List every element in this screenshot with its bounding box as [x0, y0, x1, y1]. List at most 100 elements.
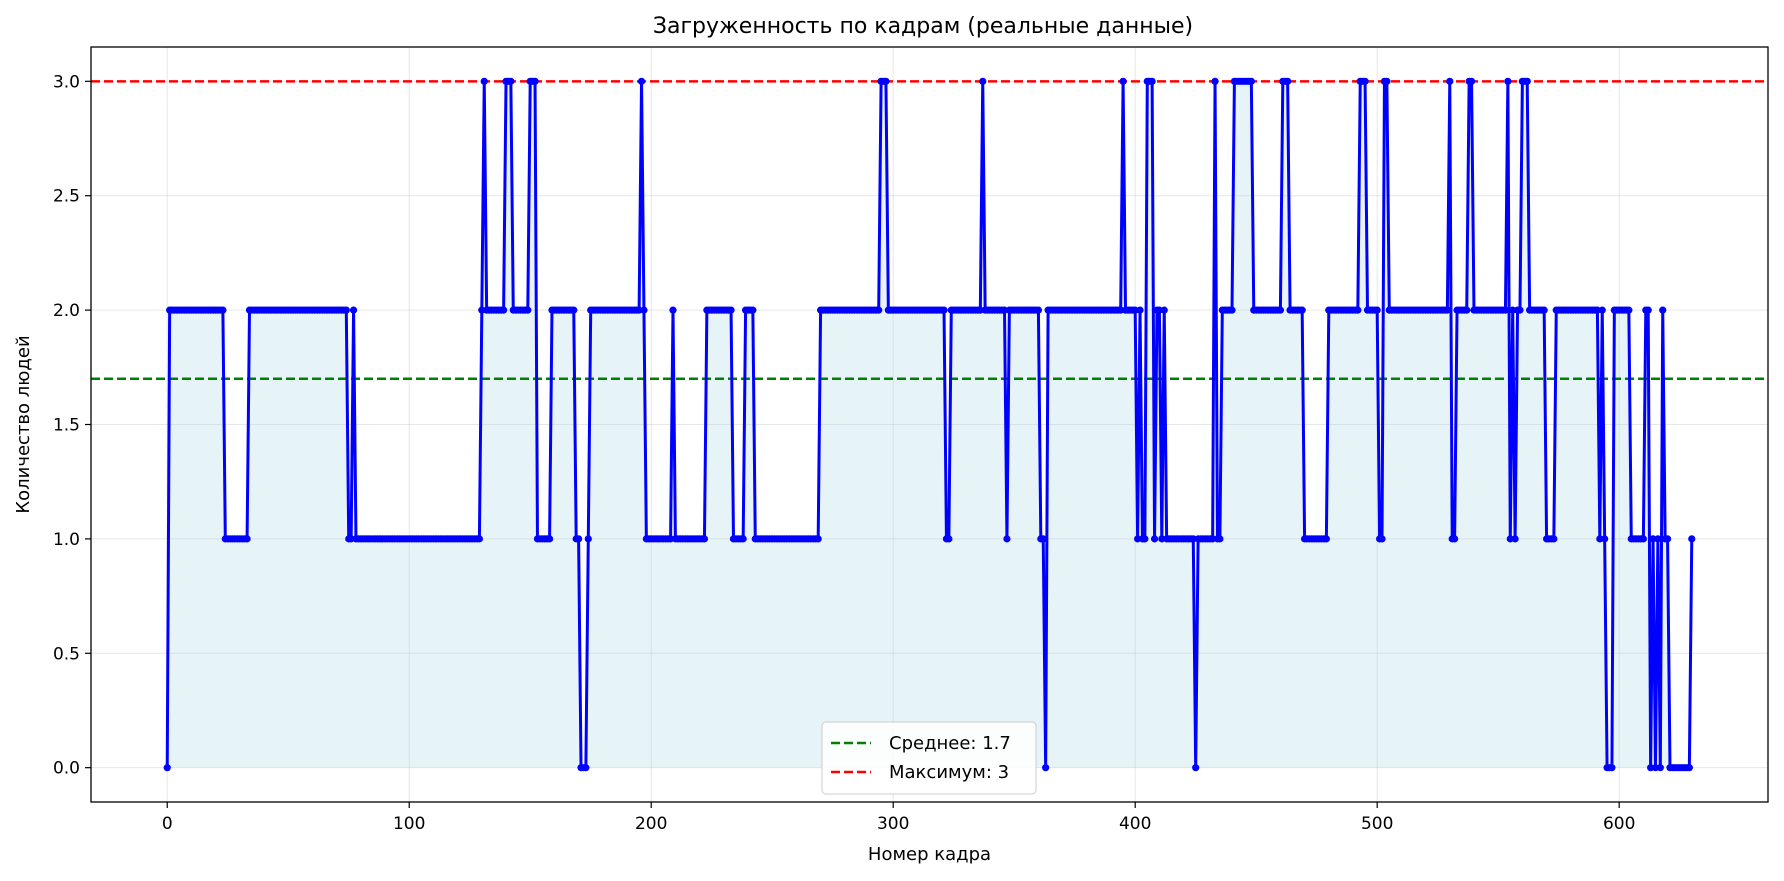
area-fill [167, 81, 1692, 768]
data-point [1042, 764, 1050, 772]
data-point [940, 306, 948, 314]
data-point [163, 764, 171, 772]
markers [163, 77, 1696, 772]
data-point [979, 77, 987, 85]
data-point [524, 306, 532, 314]
data-point [1540, 306, 1548, 314]
legend: Среднее: 1.7 Максимум: 3 [821, 721, 1037, 795]
data-point [1598, 306, 1606, 314]
data-point [1656, 764, 1664, 772]
data-point [1136, 306, 1144, 314]
x-tick-label: 300 [877, 814, 909, 834]
y-tick-label: 1.5 [53, 416, 80, 436]
reference-lines [91, 80, 1768, 380]
data-point [1148, 77, 1156, 85]
data-point [749, 306, 757, 314]
x-axis-ticks: 0 100 200 300 400 500 600 [162, 802, 1635, 834]
data-point [637, 77, 646, 85]
data-point [1284, 77, 1292, 85]
data-point [882, 77, 890, 85]
y-axis-ticks: 0.0 0.5 1.0 1.5 2.0 2.5 3.0 [53, 72, 91, 779]
data-point [575, 535, 583, 543]
data-point [1361, 77, 1369, 85]
data-point [1511, 535, 1519, 543]
data-point [875, 306, 883, 314]
data-point [349, 306, 358, 314]
data-point [1039, 535, 1047, 543]
data-point [1685, 764, 1693, 772]
data-point [1451, 535, 1459, 543]
data-point [1644, 306, 1652, 314]
data-point [1298, 306, 1306, 314]
data-point [1383, 77, 1391, 85]
data-point [342, 306, 350, 314]
x-tick-label: 0 [162, 814, 173, 834]
y-tick-label: 2.0 [53, 301, 80, 321]
data-point [1216, 535, 1224, 543]
data-point [500, 306, 508, 314]
data-point [1211, 77, 1219, 85]
data-point [1003, 535, 1011, 543]
y-tick-label: 3.0 [53, 72, 80, 92]
data-point [1688, 535, 1696, 543]
data-point [584, 535, 592, 543]
data-point [739, 535, 747, 543]
data-point [243, 535, 251, 543]
data-point [1463, 306, 1471, 314]
data-point [1446, 77, 1454, 85]
data-point [582, 764, 590, 772]
data-point [531, 77, 539, 85]
data-point [1663, 535, 1672, 543]
data-point [570, 306, 578, 314]
area-fill-path [167, 81, 1692, 768]
data-point [1639, 535, 1647, 543]
data-point [1276, 306, 1284, 314]
data-point [475, 535, 483, 543]
data-point [1608, 764, 1616, 772]
data-point [545, 535, 554, 543]
data-point [1378, 535, 1386, 543]
data-point [700, 535, 709, 543]
data-point [1247, 77, 1255, 85]
y-axis-title: Количество людей [13, 335, 34, 513]
data-point [1160, 306, 1168, 314]
data-point [507, 77, 515, 85]
data-point [1550, 535, 1558, 543]
chart-title: Загруженность по кадрам (реальные данные… [653, 14, 1193, 39]
data-point [1354, 306, 1362, 314]
legend-box [821, 721, 1037, 795]
data-point [1501, 306, 1510, 314]
y-tick-label: 1.0 [53, 530, 80, 550]
data-point [640, 306, 648, 314]
data-point [1443, 306, 1451, 314]
data-point [1467, 77, 1476, 85]
data-point [1150, 535, 1159, 543]
data-point [1654, 535, 1662, 543]
data-point [1373, 306, 1381, 314]
y-tick-label: 0.0 [53, 759, 80, 779]
x-tick-label: 400 [1119, 814, 1151, 834]
data-point [219, 306, 227, 314]
data-point [1516, 306, 1524, 314]
data-point [727, 306, 735, 314]
data-point [1322, 535, 1330, 543]
x-axis-title: Номер кадра [868, 844, 991, 865]
data-point [1228, 306, 1236, 314]
data-point [1034, 306, 1042, 314]
data-point [1192, 764, 1200, 772]
y-tick-label: 0.5 [53, 644, 80, 664]
x-tick-label: 500 [1361, 814, 1393, 834]
data-point [480, 77, 488, 85]
data-point [1119, 77, 1127, 85]
y-tick-label: 2.5 [53, 187, 80, 207]
data-point [1141, 535, 1149, 543]
x-tick-label: 600 [1603, 814, 1635, 834]
data-point [1659, 306, 1667, 314]
data-point [669, 306, 677, 314]
data-point [1504, 77, 1512, 85]
data-point [945, 535, 953, 543]
data-point [1625, 306, 1633, 314]
data-point [1601, 535, 1609, 543]
x-tick-label: 100 [393, 814, 425, 834]
